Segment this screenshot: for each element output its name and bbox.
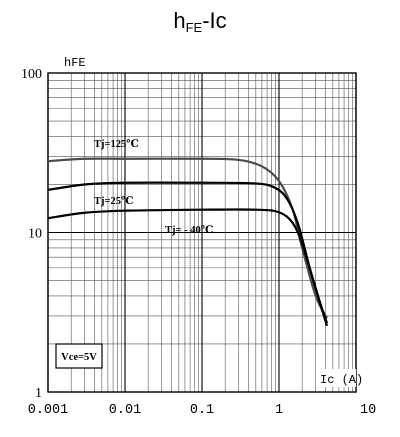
x-axis-label: Ic (A) [320,373,363,387]
y-tick-label: 10 [28,227,42,242]
x-tick-label: 10 [360,403,376,418]
chart-title-h: h [173,8,186,33]
y-tick-label: 100 [21,67,42,82]
plot-frame [47,72,357,393]
x-axis-label-bg [316,369,356,387]
series-label-2: Tj= - 40℃ [165,225,214,236]
x-tick-label: 0.001 [28,403,69,418]
annotation-text: Vce=5V [61,352,97,363]
series-line-1 [47,181,329,327]
x-tick-label: 0.1 [190,403,214,418]
series-label-0: Tj=125℃ [94,139,139,150]
series-line-2 [47,208,329,324]
series-layer [47,157,329,327]
annotation-box [55,343,103,369]
chart-title: hFE-Ic [0,8,400,35]
y-tick-label: 1 [35,386,42,401]
y-axis-label: hFE [64,56,86,70]
tick-layer: 1 10 100 0.001 0.01 0.1 1 10 hFE Ic (A) [21,56,376,418]
series-line-0 [47,157,328,319]
x-tick-label: 1 [275,403,283,418]
x-tick-label: 0.01 [109,403,141,418]
chart-title-subscript: FE [185,20,203,35]
label-layer: Tj=125℃ Tj=25℃ Tj= - 40℃ Vce=5V [55,139,214,369]
chart-title-rest: -Ic [202,8,227,33]
series-label-1: Tj=25℃ [94,196,134,207]
